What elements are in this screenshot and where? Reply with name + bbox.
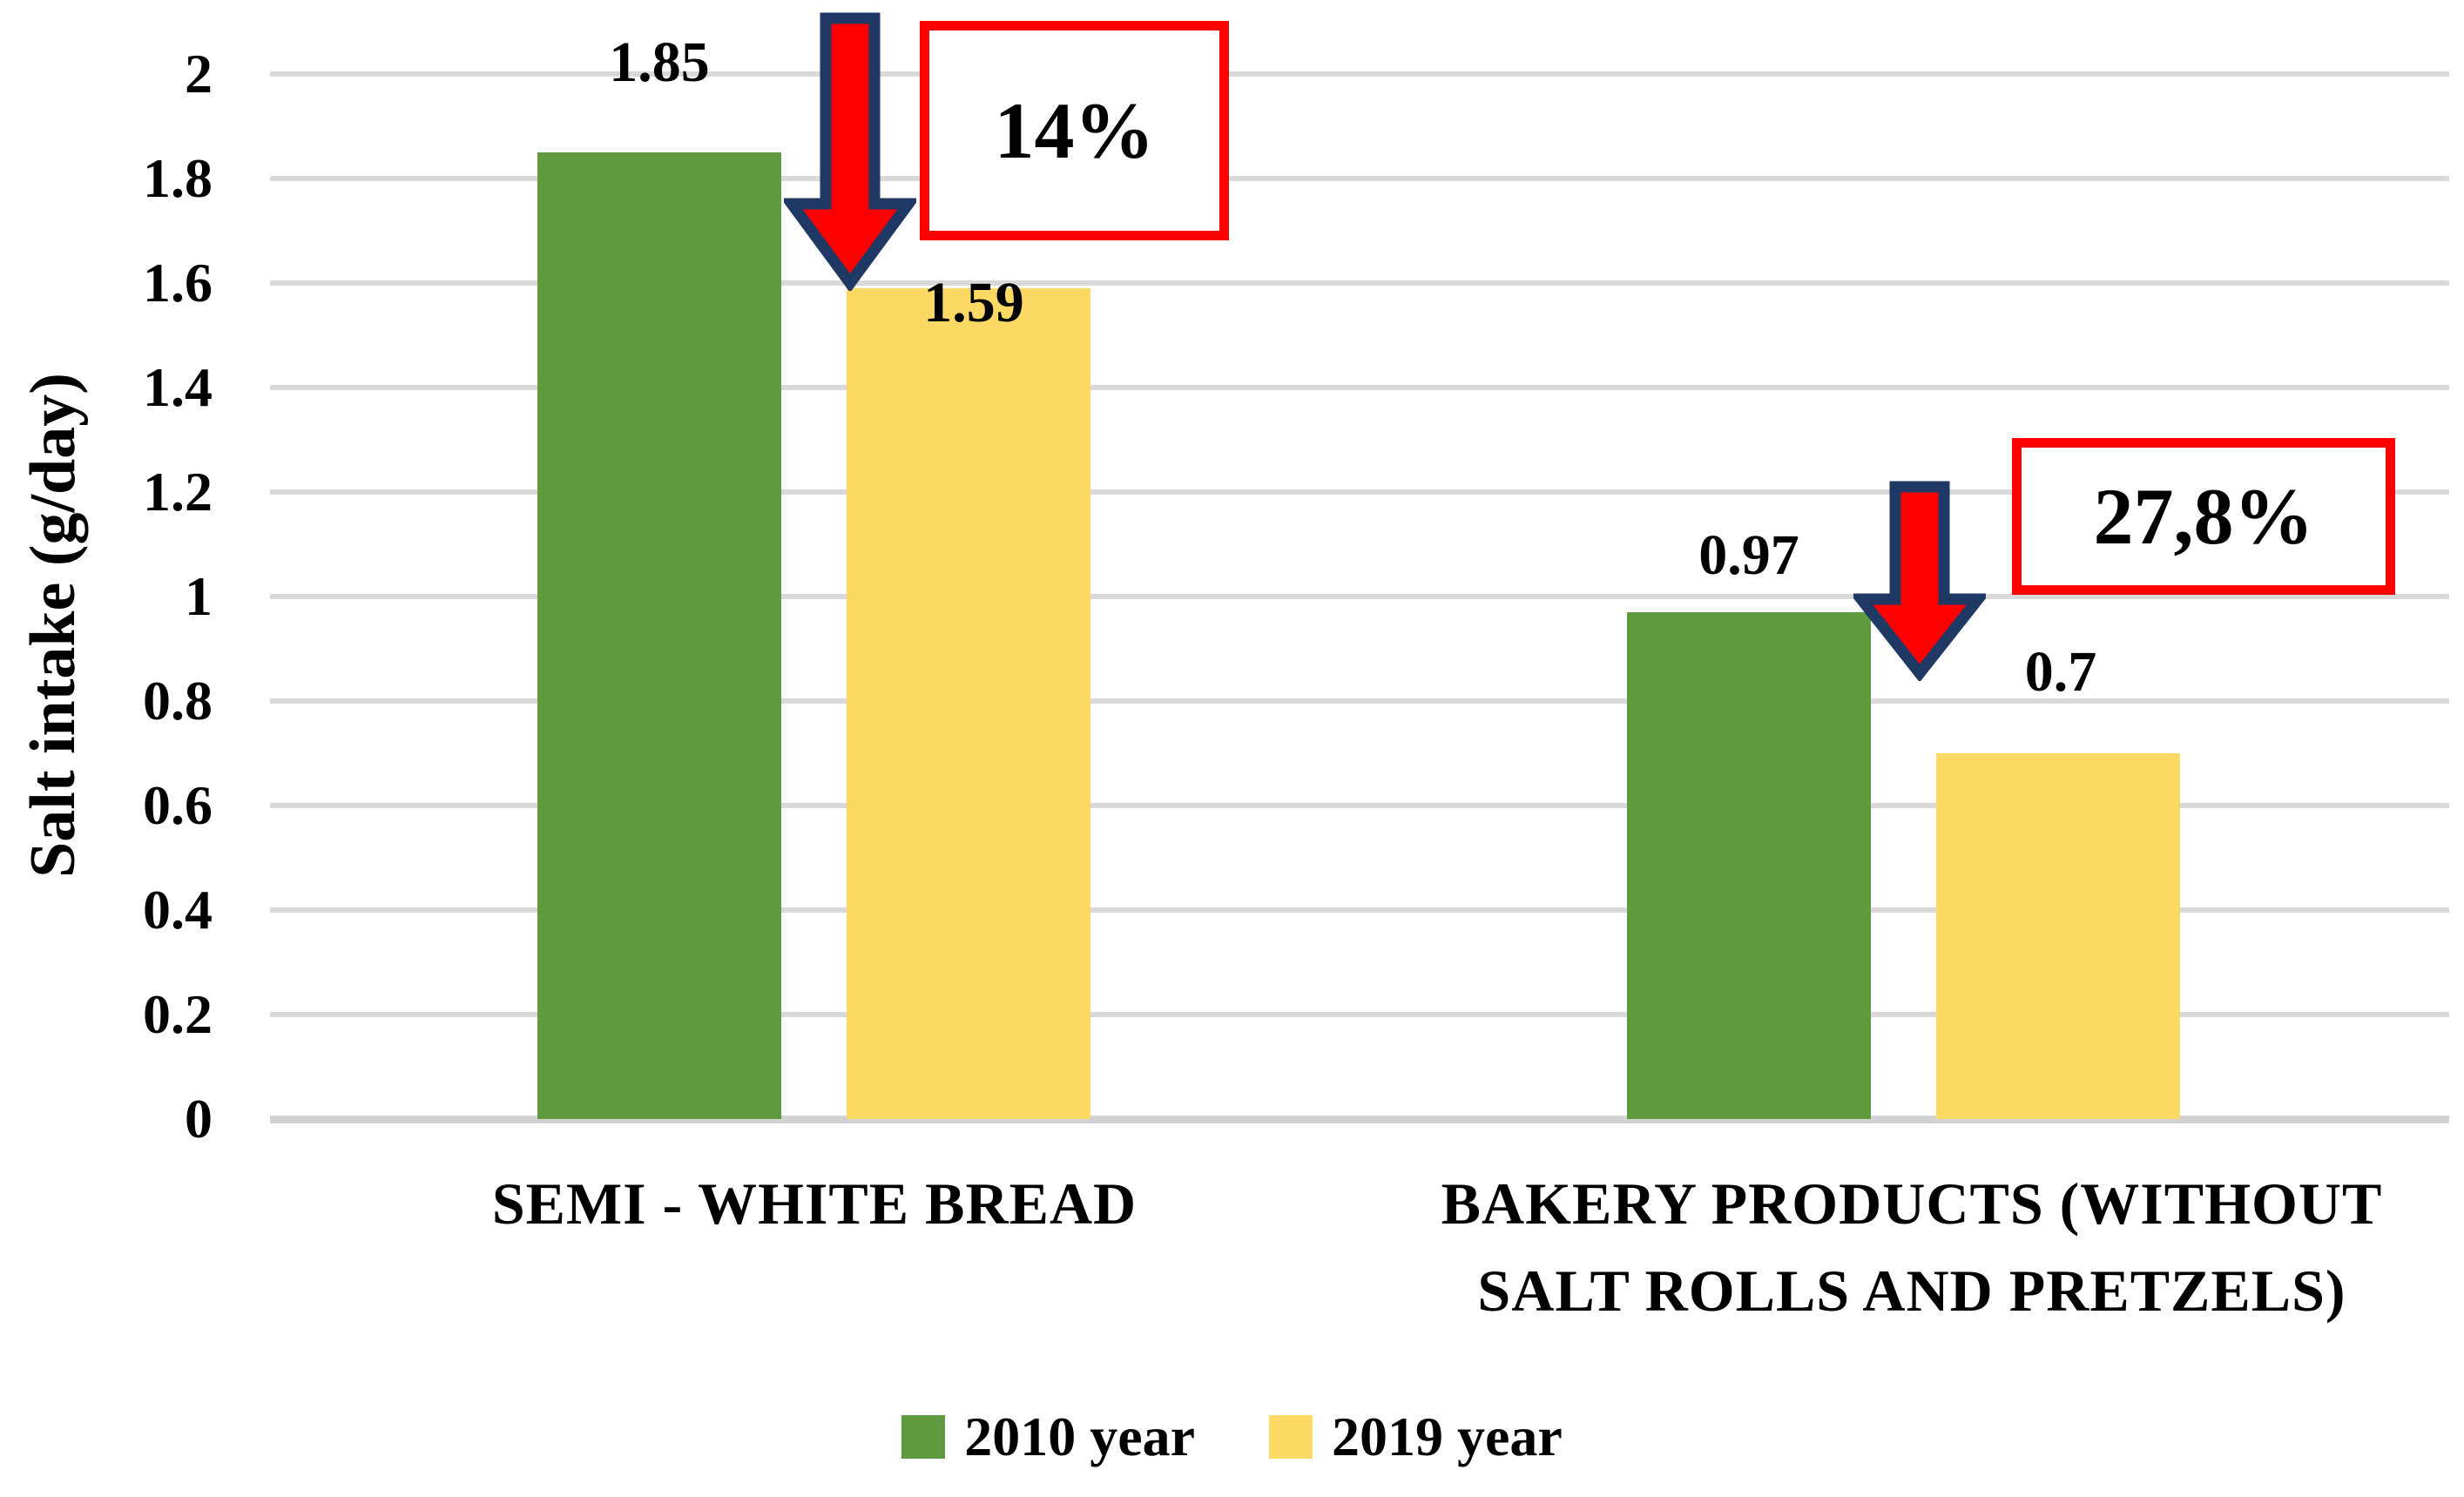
y-tick-label-2: 2 [185, 43, 213, 105]
gridline-1.2 [270, 489, 2449, 495]
gridline-1.4 [270, 385, 2449, 390]
annotation-box-14-percent: 14% [920, 21, 1229, 240]
legend-swatch-2010 [901, 1415, 946, 1459]
x-category-label-semi-white-bread: SEMI - WHITE BREAD [491, 1170, 1137, 1237]
annotation-text: 14% [994, 86, 1155, 175]
value-label-2019-bakery-products: 0.7 [2024, 640, 2097, 704]
gridline-1.6 [270, 280, 2449, 286]
decrease-arrow-icon [784, 12, 916, 291]
legend-label-2019: 2019 year [1332, 1406, 1563, 1467]
y-tick-label-1.2: 1.2 [143, 461, 213, 523]
gridline-0.4 [270, 907, 2449, 913]
y-tick-label-1.4: 1.4 [143, 356, 213, 418]
gridline-1.8 [270, 176, 2449, 181]
bar-2019-semi-white-bread [847, 288, 1090, 1119]
decrease-arrow-icon [1853, 481, 1986, 681]
value-label-2010-semi-white-bread: 1.85 [609, 30, 710, 94]
gridline-1 [270, 594, 2449, 599]
gridline-0.6 [270, 803, 2449, 808]
y-tick-label-1: 1 [185, 565, 213, 627]
y-tick-label-0.2: 0.2 [143, 983, 213, 1045]
y-tick-label-0: 0 [185, 1088, 213, 1150]
legend-swatch-2019 [1269, 1415, 1313, 1459]
value-label-2010-bakery-products: 0.97 [1698, 523, 1799, 587]
bar-2010-bakery-products [1627, 612, 1871, 1119]
gridline-0.2 [270, 1012, 2449, 1017]
legend-item-2010: 2010 year [901, 1405, 1195, 1469]
gridline-2 [270, 71, 2449, 77]
x-category-label-bakery-products: BAKERY PRODUCTS (WITHOUT SALT ROLLS AND … [1441, 1170, 2383, 1324]
legend-label-2010: 2010 year [964, 1406, 1195, 1467]
y-tick-label-0.8: 0.8 [143, 670, 213, 732]
y-tick-label-1.8: 1.8 [143, 147, 213, 209]
legend: 2010 year 2019 year [0, 1393, 2464, 1480]
legend-item-2019: 2019 year [1269, 1405, 1563, 1469]
bar-2019-bakery-products [1936, 753, 2180, 1119]
annotation-box-27-8-percent: 27,8% [2012, 438, 2395, 595]
y-tick-label-1.6: 1.6 [143, 252, 213, 314]
gridline-0.8 [270, 698, 2449, 704]
gridline-0 [270, 1116, 2449, 1123]
bar-2010-semi-white-bread [537, 152, 781, 1119]
annotation-text: 27,8% [2093, 472, 2314, 561]
value-label-2019-semi-white-bread: 1.59 [923, 271, 1024, 334]
y-tick-label-0.4: 0.4 [143, 879, 213, 941]
y-tick-label-0.6: 0.6 [143, 774, 213, 836]
